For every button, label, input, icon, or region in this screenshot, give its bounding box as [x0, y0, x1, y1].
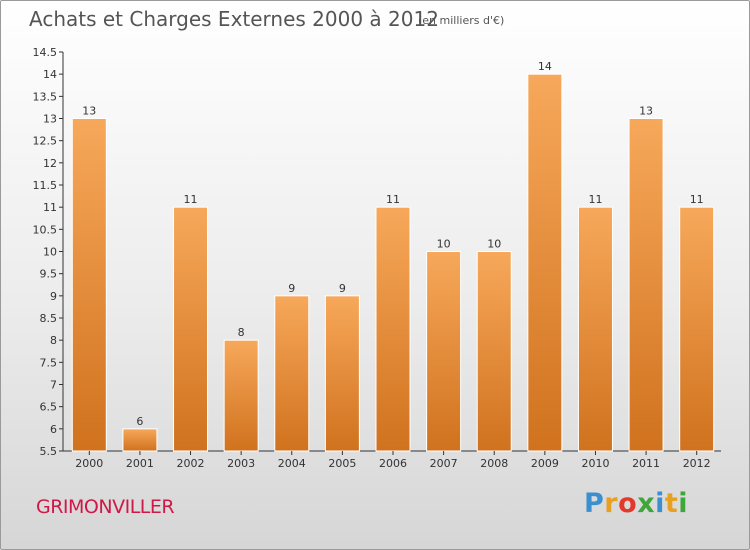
y-tick-label: 12.5: [33, 135, 58, 148]
x-tick-label: 2005: [328, 457, 356, 470]
logo-letter: x: [637, 488, 656, 519]
x-tick-label: 2008: [480, 457, 508, 470]
bar-2000: [71, 118, 107, 452]
bar-2009: [527, 73, 563, 452]
bar-2008: [476, 251, 512, 452]
y-tick-label: 9.5: [40, 268, 58, 281]
bar-value-label: 6: [136, 415, 143, 428]
bar-value-label: 9: [339, 282, 346, 295]
logo-letter: i: [678, 488, 689, 519]
bar-value-label: 11: [690, 193, 704, 206]
y-tick-label: 8: [50, 334, 57, 347]
x-tick-label: 2007: [430, 457, 458, 470]
y-tick-label: 6: [50, 423, 57, 436]
bar-value-label: 11: [386, 193, 400, 206]
bar-2007: [426, 251, 462, 452]
bar-2004: [274, 295, 310, 452]
chart-title: Achats et Charges Externes 2000 à 2012: [29, 7, 439, 31]
logo-letter: o: [618, 488, 638, 519]
bar-value-label: 14: [538, 60, 552, 73]
x-tick-label: 2002: [177, 457, 205, 470]
logo-letter: P: [584, 488, 605, 519]
y-tick-label: 8.5: [40, 312, 58, 325]
y-tick-label: 7: [50, 379, 57, 392]
bar-value-label: 10: [437, 238, 451, 251]
chart-subtitle: (en milliers d'€): [418, 14, 505, 27]
x-tick-label: 2009: [531, 457, 559, 470]
y-tick-label: 13.5: [33, 90, 58, 103]
proxiti-logo: Proxiti: [584, 488, 688, 519]
bar-2011: [628, 118, 664, 452]
x-tick-label: 2011: [632, 457, 660, 470]
logo-letter: i: [655, 488, 665, 519]
y-tick-label: 14: [43, 68, 57, 81]
x-tick-label: 2000: [75, 457, 103, 470]
bar-value-label: 11: [184, 193, 198, 206]
x-tick-label: 2003: [227, 457, 255, 470]
x-tick-label: 2006: [379, 457, 407, 470]
bar-value-label: 10: [487, 238, 501, 251]
logo-letter: t: [664, 488, 679, 519]
y-tick-label: 9: [50, 290, 57, 303]
y-tick-label: 11.5: [33, 179, 58, 192]
y-tick-label: 11: [43, 201, 57, 214]
bar-2003: [223, 339, 259, 452]
bar-2010: [577, 206, 613, 452]
y-tick-label: 13: [43, 113, 57, 126]
x-tick-label: 2001: [126, 457, 154, 470]
y-tick-label: 7.5: [40, 356, 58, 369]
x-tick-label: 2010: [581, 457, 609, 470]
y-tick-label: 6.5: [40, 401, 58, 414]
logo-letter: r: [604, 488, 619, 519]
y-tick-label: 10.5: [33, 223, 58, 236]
bar-value-label: 8: [238, 326, 245, 339]
bar-value-label: 9: [288, 282, 295, 295]
bar-value-label: 13: [639, 105, 653, 118]
x-tick-label: 2012: [683, 457, 711, 470]
bar-2002: [173, 206, 209, 452]
bar-2012: [679, 206, 715, 452]
y-tick-label: 5.5: [40, 445, 58, 458]
bar-value-label: 13: [82, 105, 96, 118]
y-tick-label: 12: [43, 157, 57, 170]
y-tick-label: 10: [43, 246, 57, 259]
commune-name: GRIMONVILLER: [36, 496, 175, 518]
bar-value-label: 11: [588, 193, 602, 206]
bar-2001: [122, 428, 158, 452]
y-tick-label: 14.5: [33, 46, 58, 59]
bar-2006: [375, 206, 411, 452]
bar-2005: [324, 295, 360, 452]
x-tick-label: 2004: [278, 457, 306, 470]
